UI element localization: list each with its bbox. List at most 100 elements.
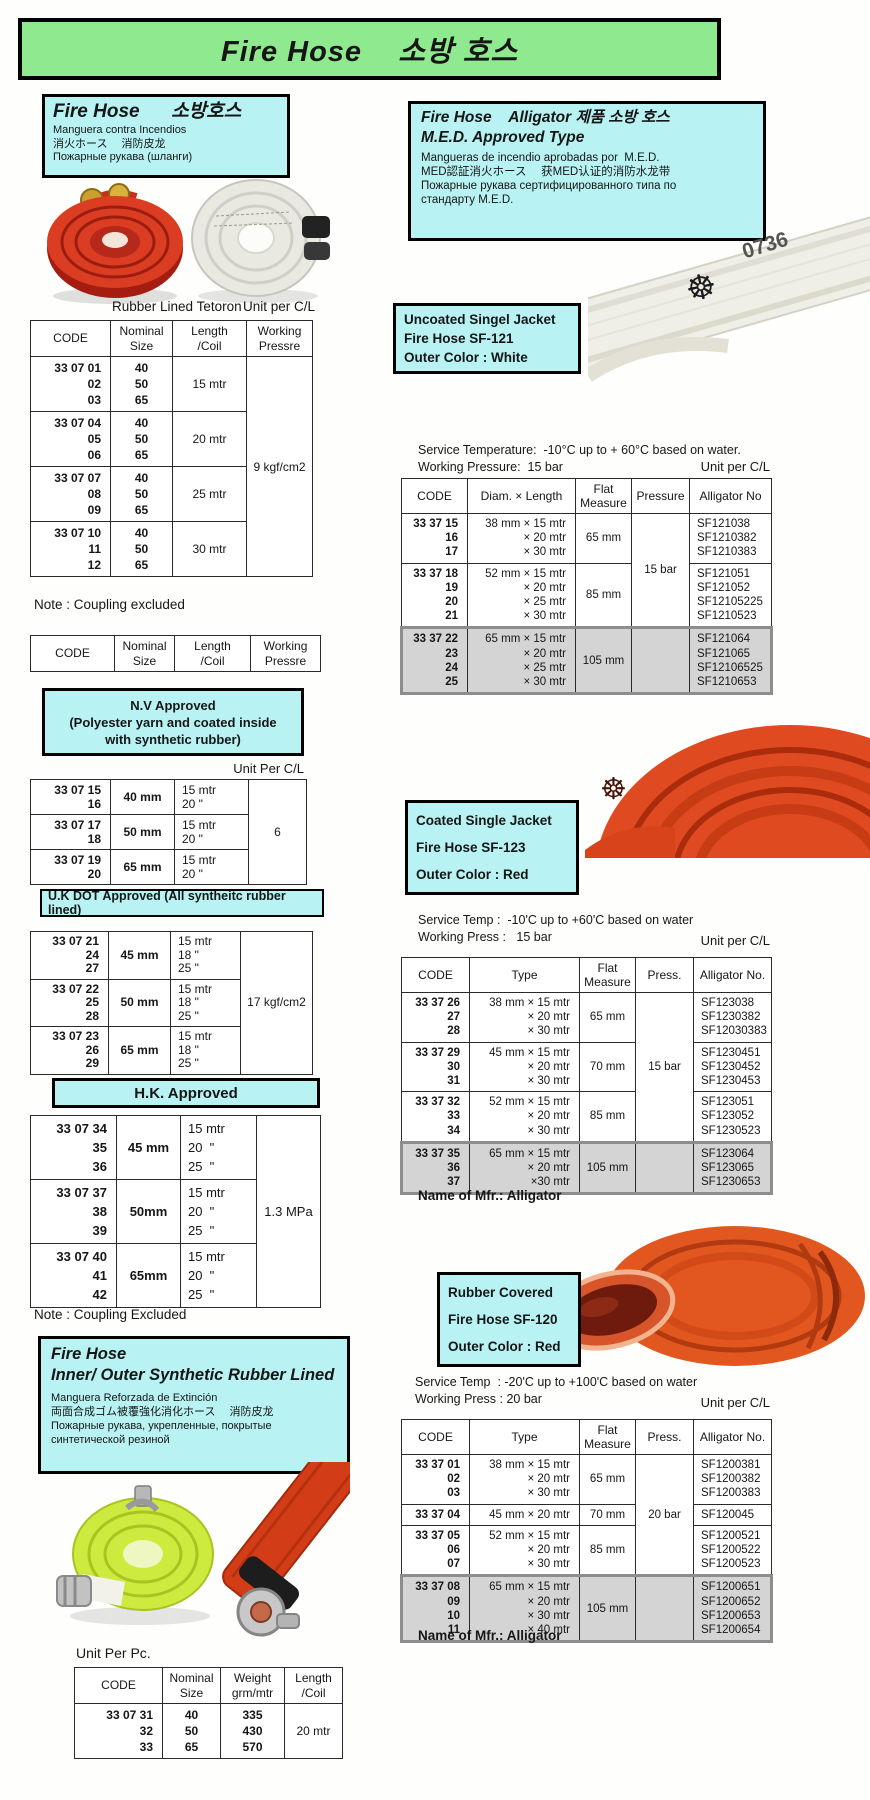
table-cell: 15 mtr 20 " — [174, 814, 249, 850]
table-cell: 33 37 04 — [401, 1503, 470, 1526]
column-header: Pressure — [631, 478, 690, 514]
table-cell: 70 mm — [579, 1041, 636, 1093]
table-cell: 33 07 37 38 39 — [30, 1179, 117, 1244]
header-row: CODE Nominal Size Length /Coil Working Pres… — [30, 635, 321, 672]
table-row: 33 37 01 02 03 38 mm × 15 mtr × 20 mtr × … — [401, 1453, 772, 1577]
table-cell: 33 07 22 25 28 — [30, 978, 109, 1027]
table-cell: 33 07 01 02 03 — [30, 356, 111, 412]
nv-approved-box: N.V Approved (Polyester yarn and coated … — [42, 688, 304, 756]
table1-unit-caption: Unit per C/L — [243, 299, 316, 314]
table-cell: 335 430 570 — [220, 1703, 285, 1759]
table-cell: 40 50 65 — [110, 521, 173, 577]
data-table: CODE Diam. × Length Flat Measure Pressure Al… — [400, 478, 773, 696]
table-cell: 52 mm × 15 mtr × 20 mtr × 30 mtr — [469, 1524, 580, 1577]
table-cell: 33 07 04 05 06 — [30, 411, 111, 467]
table-row: 33 07 23 26 29 65 mm 15 mtr 18 " 25 " — [30, 1026, 313, 1075]
table-cell: 33 37 29 30 31 — [401, 1041, 470, 1093]
table-cell: 40 50 65 — [110, 411, 173, 467]
intro-translations: Manguera contra Incendios 消火ホース 消防皮龙 Пож… — [53, 124, 193, 163]
med-title-line2: M.E.D. Approved Type — [421, 129, 585, 146]
table-cell: 15 mtr 20 " 25 " — [180, 1243, 257, 1308]
column-header: CODE — [30, 635, 115, 672]
sf123-table: CODE Type Flat Measure Press. Alligator No. 3… — [400, 957, 773, 1196]
column-header: Length /Coil — [172, 320, 247, 357]
column-header: CODE — [401, 957, 470, 993]
table-cell: SF1200381 SF1200382 SF1200383 — [693, 1454, 772, 1505]
column-header: CODE — [401, 478, 468, 514]
table-row: 33 07 21 24 27 45 mm 15 mtr 18 " 25 " 17 kg… — [30, 931, 313, 1075]
hk-approved-box: H.K. Approved — [52, 1078, 320, 1108]
column-header: CODE — [30, 320, 111, 357]
table-cell: 45 mm × 20 mtr — [469, 1503, 580, 1526]
table-cell: 33 37 05 06 07 — [401, 1524, 470, 1577]
table-row: 33 07 22 25 28 50 mm 15 mtr 18 " 25 " — [30, 978, 313, 1027]
table-cell: 70 mm — [579, 1503, 636, 1526]
coated-single-jacket-label: Coated Single Jacket Fire Hose SF-123 Ou… — [405, 800, 579, 895]
table-row: 33 37 04 45 mm × 20 mtr 70 mm SF120045 — [401, 1503, 772, 1526]
sf121-table: CODE Diam. × Length Flat Measure Pressure Al… — [400, 478, 773, 696]
sf120-unit-caption: Unit per C/L — [700, 1395, 770, 1410]
table-cell: 33 07 40 41 42 — [30, 1243, 117, 1308]
table-cell: 20 bar — [635, 1453, 694, 1577]
table-row: 33 07 10 11 12 40 50 65 30 mtr — [30, 521, 313, 577]
column-header: Flat Measure — [579, 957, 636, 993]
data-table: 33 07 34 35 36 45 mm 15 mtr 20 " 25 " 1.3 M… — [30, 1115, 321, 1308]
med-approved-intro-box: Fire Hose Alligator 제품 소방 호스 M.E.D. Appr… — [408, 101, 766, 241]
table-cell: 45 mm × 15 mtr × 20 mtr × 30 mtr — [469, 1041, 580, 1093]
sf123-service-conditions: Service Temp : -10'C up to +60'C based o… — [418, 913, 694, 944]
uncoated-white-hose-photo — [553, 196, 870, 388]
ukdot-approved-table: 33 07 21 24 27 45 mm 15 mtr 18 " 25 " 17 kg… — [30, 931, 313, 1075]
table-cell: 40 50 65 — [162, 1703, 221, 1759]
table-row: 33 07 07 08 09 40 50 65 25 mtr — [30, 466, 313, 522]
data-table: CODE Nominal Size Length /Coil Working Pres… — [30, 320, 313, 577]
table-cell: 65 mm — [108, 1026, 171, 1075]
column-header: Length /Coil — [284, 1667, 343, 1704]
table-cell: SF123064 SF123065 SF1230653 — [693, 1140, 773, 1196]
table-row: 33 07 34 35 36 45 mm 15 mtr 20 " 25 " 1.3 M… — [30, 1115, 321, 1308]
table-cell: 33 37 01 02 03 — [401, 1454, 470, 1505]
table-cell — [635, 1574, 694, 1644]
column-header: Working Pressre — [250, 635, 321, 672]
header-row: CODE Diam. × Length Flat Measure Pressure Al… — [401, 478, 772, 514]
table-cell: 65 mm × 15 mtr × 20 mtr ×30 mtr — [469, 1140, 580, 1196]
column-header: Nominal Size — [162, 1667, 221, 1704]
table-row: 33 07 17 18 50 mm 15 mtr 20 " — [30, 814, 307, 850]
table-cell: 25 mtr — [172, 466, 247, 522]
column-header: Diam. × Length — [467, 478, 576, 514]
table-cell: SF121064 SF121065 SF12106525 SF1210653 — [689, 626, 773, 696]
table-row: 33 07 31 32 33 40 50 65 335 430 570 20 mtr — [74, 1703, 343, 1759]
table-cell: 40 mm — [110, 779, 175, 815]
table-cell: SF121051 SF121052 SF12105225 SF1210523 — [689, 562, 772, 629]
table-cell: 105 mm — [575, 626, 632, 696]
column-header: CODE — [401, 1419, 470, 1455]
table-cell: 15 mtr 20 " 25 " — [180, 1115, 257, 1180]
note-coupling-excluded-2: Note : Coupling Excluded — [34, 1307, 187, 1322]
hk-approved-table: 33 07 34 35 36 45 mm 15 mtr 20 " 25 " 1.3 M… — [30, 1115, 321, 1308]
table-row: 33 07 40 41 42 65mm 15 mtr 20 " 25 " — [30, 1243, 321, 1308]
column-header: Weight grm/mtr — [220, 1667, 285, 1704]
nv-unit-caption: Unit Per C/L — [233, 761, 304, 776]
table-cell: 33 37 26 27 28 — [401, 992, 470, 1043]
header-row: CODE Nominal Size Weight grm/mtr Length /Co… — [74, 1667, 343, 1704]
fire-hose-intro-box: Fire Hose 소방호스 Manguera contra Incendios… — [42, 94, 290, 178]
header-row: CODE Type Flat Measure Press. Alligator No. — [401, 957, 772, 993]
table-cell: 15 mtr 20 " — [174, 779, 249, 815]
nv-approved-table: 33 07 15 16 40 mm 15 mtr 20 " 6 33 07 17 18 5… — [30, 779, 307, 885]
med-title-line1: Fire Hose Alligator 제품 소방 호스 — [421, 109, 670, 126]
column-header: CODE — [74, 1667, 163, 1704]
column-header: Type — [469, 957, 580, 993]
table-cell: 15 mtr 20 " 25 " — [180, 1179, 257, 1244]
table-cell: 33 07 31 32 33 — [74, 1703, 163, 1759]
table-row: 33 37 15 16 17 38 mm × 15 mtr × 20 mtr × … — [401, 512, 772, 629]
sf120-table: CODE Type Flat Measure Press. Alligator No. 3… — [400, 1419, 773, 1644]
column-header: Alligator No. — [693, 1419, 772, 1455]
column-header: Length /Coil — [174, 635, 251, 672]
data-table: 33 07 21 24 27 45 mm 15 mtr 18 " 25 " 17 kg… — [30, 931, 313, 1075]
table-cell — [631, 626, 690, 696]
column-header: Alligator No. — [693, 957, 772, 993]
ship-wheel-icon: ☸ — [600, 773, 627, 806]
intro-title: Fire Hose 소방호스 — [53, 101, 242, 122]
table-row: 33 37 29 30 31 45 mm × 15 mtr × 20 mtr × … — [401, 1041, 772, 1093]
header-only-table: CODE Nominal Size Length /Coil Working Pres… — [30, 635, 321, 672]
table-cell: 1.3 MPa — [256, 1115, 321, 1308]
